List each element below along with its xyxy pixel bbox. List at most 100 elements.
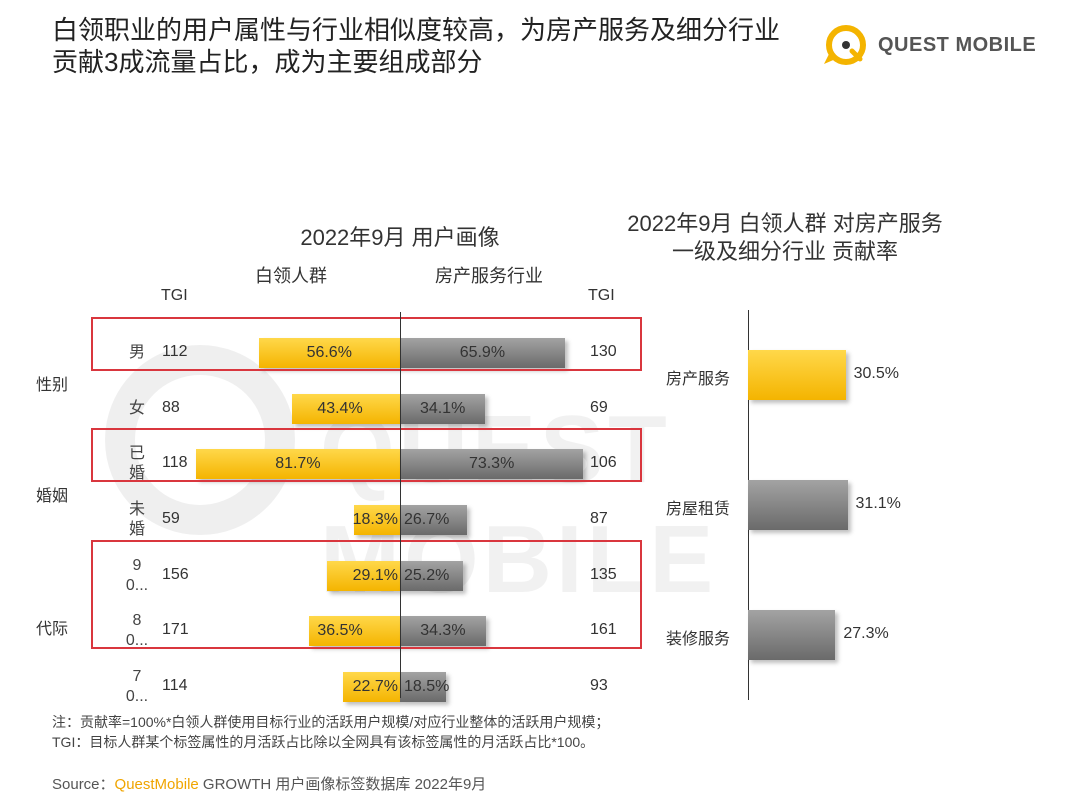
tgi-left-header: TGI: [161, 287, 188, 304]
source-brand: QuestMobile: [114, 776, 199, 793]
left-bar: [354, 504, 400, 535]
right-bar: [400, 504, 467, 535]
source-prefix: Source：: [52, 776, 115, 793]
contribution-bar: [748, 480, 848, 530]
note-line-2: TGI：目标人群某个标签属性的月活跃占比除以全网具有该标签属性的月活跃占比*10…: [52, 734, 595, 750]
logo-text: QUEST MOBILE: [878, 34, 1037, 56]
category-label: 装修服务: [666, 631, 731, 648]
tgi-right-value: 130: [590, 342, 617, 360]
right-bar: [400, 449, 584, 480]
row-label: 已婚: [125, 444, 149, 484]
right-bar: [400, 337, 565, 368]
row-label-part: 婚: [128, 520, 145, 538]
row-label: 未婚: [125, 500, 149, 540]
row-label-part: 已: [128, 445, 145, 463]
left-bar-label: 29.1%: [352, 566, 398, 584]
right-bar-label: 26.7%: [404, 510, 450, 528]
row-label-part: 0...: [125, 576, 149, 594]
source-line: Source：QuestMobile GROWTH 用户画像标签数据库 2022…: [52, 773, 486, 794]
row-label-part: 婚: [128, 465, 145, 483]
left-bar-label: 56.6%: [306, 343, 352, 361]
note-line-1: 注：贡献率=100%*白领人群使用目标行业的活跃用户规模/对应行业整体的活跃用户…: [52, 714, 610, 730]
contribution-bar: [748, 610, 836, 660]
tgi-left-value: 118: [162, 454, 188, 472]
left-series-label: 白领人群: [255, 266, 327, 286]
category-label: 房产服务: [666, 371, 731, 388]
tgi-left-value: 171: [162, 621, 189, 639]
contribution-value-label: 31.1%: [855, 495, 901, 512]
tgi-right-header: TGI: [588, 287, 615, 304]
tgi-right-value: 69: [590, 398, 608, 416]
tgi-right-value: 135: [590, 565, 617, 583]
right-bar-label: 34.1%: [419, 399, 466, 417]
tgi-right-value: 93: [590, 677, 608, 695]
row-label-part: 7: [132, 668, 142, 686]
questmobile-logo-icon: [824, 25, 866, 65]
right-bar-label: 18.5%: [404, 678, 450, 696]
right-series-label: 房产服务行业: [435, 266, 543, 286]
right-bar-label: 25.2%: [404, 566, 450, 584]
left-chart-title: 2022年9月 用户画像: [300, 225, 500, 250]
row-label: 9 0...: [125, 556, 149, 596]
category-label: 房屋租赁: [666, 501, 731, 518]
row-label-part: 9: [132, 556, 142, 574]
left-bar-label: 36.5%: [317, 622, 363, 640]
page-title: 白领职业的用户属性与行业相似度较高，为房产服务及细分行业 贡献3成流量占比，成为…: [52, 14, 780, 78]
group-label: 代际: [36, 621, 69, 639]
row-label-part: 8: [132, 612, 142, 630]
left-bar: [258, 337, 400, 368]
tgi-left-value: 114: [162, 677, 188, 695]
left-bar: [291, 393, 400, 424]
row-label-part: 未: [128, 500, 145, 518]
left-bar-label: 22.7%: [352, 678, 398, 696]
row-label-part: 0...: [125, 632, 149, 650]
left-bar: [195, 449, 400, 480]
row-label-part: 0...: [125, 688, 149, 706]
left-bar-label: 18.3%: [352, 510, 398, 528]
right-bar: [400, 616, 486, 647]
tgi-right-value: 87: [590, 509, 608, 527]
title-line-1: 白领职业的用户属性与行业相似度较高，为房产服务及细分行业: [52, 15, 781, 45]
left-bar-label: 81.7%: [275, 455, 321, 473]
right-bar: [400, 672, 447, 703]
row-label: 8 0...: [125, 611, 149, 651]
left-bar: [327, 560, 400, 591]
contribution-value-label: 27.3%: [843, 625, 889, 642]
left-bar: [308, 616, 400, 647]
highlight-box: [91, 539, 642, 650]
right-bar-label: 73.3%: [468, 455, 515, 473]
right-bar-label: 65.9%: [459, 343, 506, 361]
source-rest: GROWTH 用户画像标签数据库 2022年9月: [198, 776, 487, 793]
left-bar-label: 43.4%: [317, 399, 363, 417]
row-label-part: 女: [128, 399, 145, 417]
tgi-right-value: 161: [590, 621, 617, 639]
title-line-2: 贡献3成流量占比，成为主要组成部分: [52, 47, 483, 77]
row-label: 7 0...: [125, 667, 149, 707]
tgi-left-value: 112: [162, 342, 188, 360]
right-chart-title-line-2: 一级及细分行业 贡献率: [671, 239, 899, 264]
left-bar: [343, 672, 400, 703]
center-axis: [400, 312, 401, 698]
row-label: 男: [125, 343, 149, 363]
watermark-logo-icon: [105, 345, 295, 535]
contribution-bar: [748, 350, 846, 400]
tgi-left-value: 59: [162, 509, 180, 527]
highlight-box: [91, 317, 642, 371]
tgi-left-value: 88: [162, 398, 180, 416]
row-label-part: 男: [128, 343, 145, 361]
row-label: 女: [125, 399, 149, 419]
tgi-right-value: 106: [590, 454, 617, 472]
contribution-value-label: 30.5%: [853, 365, 899, 382]
notes: 注：贡献率=100%*白领人群使用目标行业的活跃用户规模/对应行业整体的活跃用户…: [52, 712, 609, 752]
highlight-box: [91, 428, 642, 483]
group-label: 性别: [36, 376, 69, 394]
group-label: 婚姻: [36, 488, 69, 506]
right-bar: [400, 393, 486, 424]
tgi-left-value: 156: [162, 565, 189, 583]
right-chart-title: 2022年9月 白领人群 对房产服务 一级及细分行业 贡献率: [590, 210, 980, 266]
right-bar-label: 34.3%: [420, 622, 466, 640]
right-bar: [400, 560, 463, 591]
right-chart-title-line-1: 2022年9月 白领人群 对房产服务: [627, 211, 943, 236]
